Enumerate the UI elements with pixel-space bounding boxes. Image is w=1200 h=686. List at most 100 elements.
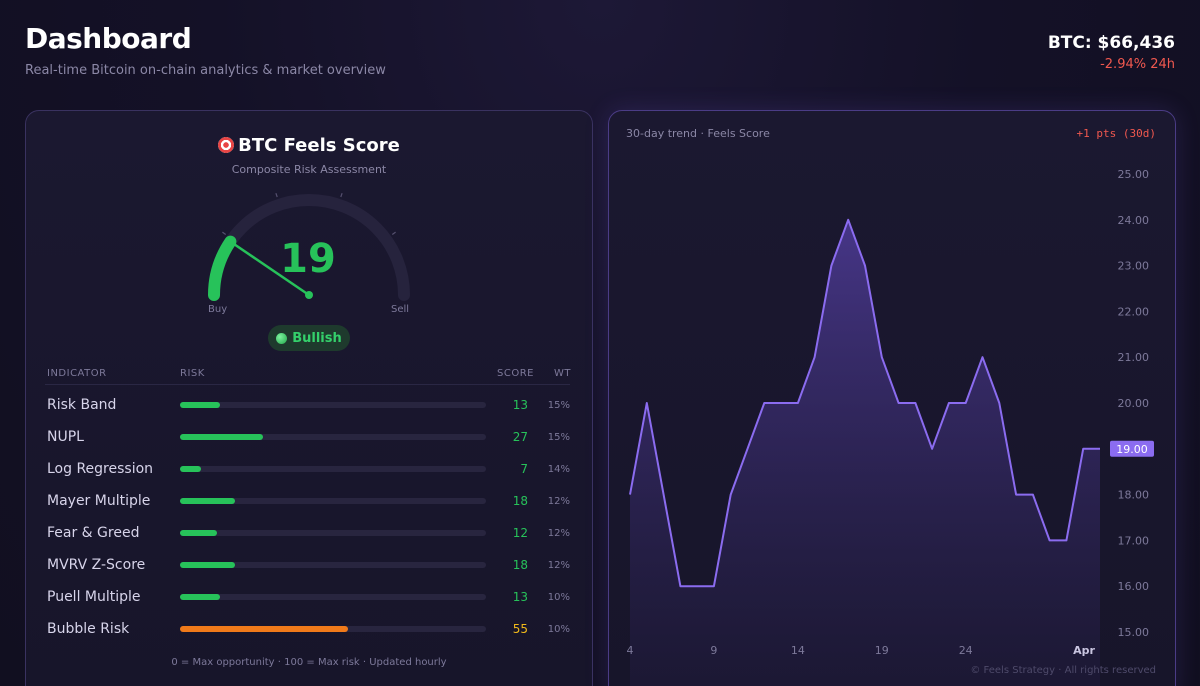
trend-chart: 15.00 16.00 17.00 18.00 19.00 20.00 21.00 22.00… — [627, 168, 1154, 686]
risk-bar — [180, 530, 486, 536]
y-tick-label: 15.00 — [1118, 626, 1150, 639]
gauge-min-label: Buy — [208, 304, 228, 315]
y-tick-label: 25.00 — [1118, 168, 1150, 181]
risk-bar — [180, 562, 486, 568]
risk-bar — [180, 402, 486, 408]
gauge-max-label: Sell — [391, 304, 410, 315]
table-row: Puell Multiple 13 10% — [0, 581, 600, 613]
gauge-tick — [340, 193, 343, 198]
table-row: Mayer Multiple 18 12% — [0, 485, 600, 517]
btc-price-change: -2.94% 24h — [1100, 57, 1175, 72]
chart-x-axis: 4 9 14 19 24 Apr — [627, 644, 1096, 657]
copyright: © Feels Strategy · All rights reserved — [970, 665, 1156, 676]
risk-bar — [180, 434, 486, 440]
gauge-hub — [305, 291, 313, 299]
gauge-tip — [226, 237, 235, 246]
indicator-weight: 10% — [547, 592, 570, 603]
x-tick-label: 19 — [875, 644, 889, 657]
target-icon — [218, 137, 235, 153]
risk-bar — [180, 498, 486, 504]
gauge-tick — [391, 231, 396, 235]
page-title: Dashboard — [25, 22, 192, 55]
y-tick-label: 18.00 — [1118, 489, 1150, 502]
indicator-name: Puell Multiple — [47, 589, 141, 605]
risk-bar-fill — [180, 466, 202, 472]
column-header-weight: WT — [554, 368, 571, 379]
x-tick-label: 14 — [791, 644, 805, 657]
indicator-weight: 15% — [547, 400, 570, 411]
table-row: NUPL 27 15% — [0, 421, 600, 453]
indicator-score: 27 — [512, 430, 528, 444]
y-tick-label: 16.00 — [1118, 580, 1150, 593]
indicator-name: MVRV Z-Score — [47, 557, 146, 573]
indicator-name: Fear & Greed — [47, 525, 140, 541]
indicator-score: 55 — [512, 622, 528, 636]
table-row: MVRV Z-Score 18 12% — [0, 549, 600, 581]
indicator-weight: 12% — [547, 528, 570, 539]
risk-bar-fill — [180, 626, 349, 632]
current-value-badge — [1110, 440, 1154, 457]
risk-bar — [180, 594, 486, 600]
indicator-score: 18 — [512, 494, 528, 508]
gauge-fill — [207, 235, 237, 301]
indicator-weight: 15% — [547, 432, 570, 443]
page-subtitle: Real-time Bitcoin on-chain analytics & m… — [25, 63, 386, 78]
y-tick-label: 24.00 — [1118, 214, 1150, 227]
column-header-score: SCORE — [497, 368, 534, 379]
indicator-weight: 14% — [547, 464, 570, 475]
indicator-score: 18 — [512, 558, 528, 572]
score-card-title: BTC Feels Score — [25, 135, 593, 156]
risk-bar-fill — [180, 530, 217, 536]
table-row: Fear & Greed 12 12% — [0, 517, 600, 549]
y-tick-label: 20.00 — [1118, 397, 1150, 410]
indicator-name: Bubble Risk — [47, 621, 130, 637]
risk-bar-fill — [180, 434, 263, 440]
indicator-weight: 12% — [547, 496, 570, 507]
status-dot-icon — [276, 332, 288, 344]
column-header-risk: RISK — [180, 368, 205, 379]
trend-chart-change: +1 pts (30d) — [1076, 127, 1156, 140]
table-row: Bubble Risk 55 10% — [0, 613, 600, 645]
table-row: Log Regression 7 14% — [0, 453, 600, 485]
gauge-ticks — [222, 193, 396, 235]
y-tick-label: 22.00 — [1118, 305, 1150, 318]
risk-bar — [180, 626, 486, 632]
y-tick-label: 17.00 — [1118, 534, 1150, 547]
risk-bar — [180, 466, 486, 472]
status-badge-label: Bullish — [292, 330, 342, 346]
chart-area-layer — [629, 218, 1101, 686]
chart-y-axis: 15.00 16.00 17.00 18.00 19.00 20.00 21.00 22.00… — [1110, 168, 1154, 639]
x-tick-label: 4 — [627, 644, 634, 657]
risk-bar-fill — [180, 402, 220, 408]
x-tick-label: 9 — [710, 644, 717, 657]
score-footer-note: 0 = Max opportunity · 100 = Max risk · U… — [171, 657, 447, 668]
indicator-name: Log Regression — [47, 461, 154, 477]
x-tick-label: Apr — [1073, 644, 1095, 657]
indicator-score: 7 — [520, 462, 528, 476]
table-header-rule — [45, 384, 570, 385]
gauge-score: 19 — [280, 236, 336, 282]
trend-chart-label: 30-day trend · Feels Score — [626, 127, 770, 140]
column-header-indicator: INDICATOR — [47, 368, 107, 379]
indicator-name: Risk Band — [47, 397, 117, 413]
gauge-needle — [229, 240, 310, 297]
y-tick-label: 23.00 — [1118, 260, 1150, 273]
gauge-tick — [275, 193, 278, 198]
y-tick-label: 21.00 — [1118, 351, 1150, 364]
indicator-weight: 10% — [547, 624, 570, 635]
risk-bar-fill — [180, 498, 236, 504]
risk-bar-fill — [180, 562, 236, 568]
indicator-weight: 12% — [547, 560, 570, 571]
gauge-tick — [222, 231, 227, 235]
area-fill — [630, 219, 1100, 686]
indicator-score: 13 — [512, 398, 528, 412]
indicator-score: 12 — [512, 526, 528, 540]
indicator-name: Mayer Multiple — [47, 493, 151, 509]
score-card-subtitle: Composite Risk Assessment — [231, 163, 387, 176]
indicator-score: 13 — [512, 590, 528, 604]
risk-bar-fill — [180, 594, 220, 600]
x-tick-label: 24 — [959, 644, 973, 657]
current-value-label: 19.00 — [1116, 443, 1148, 456]
btc-price: BTC: $66,436 — [1047, 33, 1175, 53]
table-row: Risk Band 13 15% — [0, 389, 600, 421]
